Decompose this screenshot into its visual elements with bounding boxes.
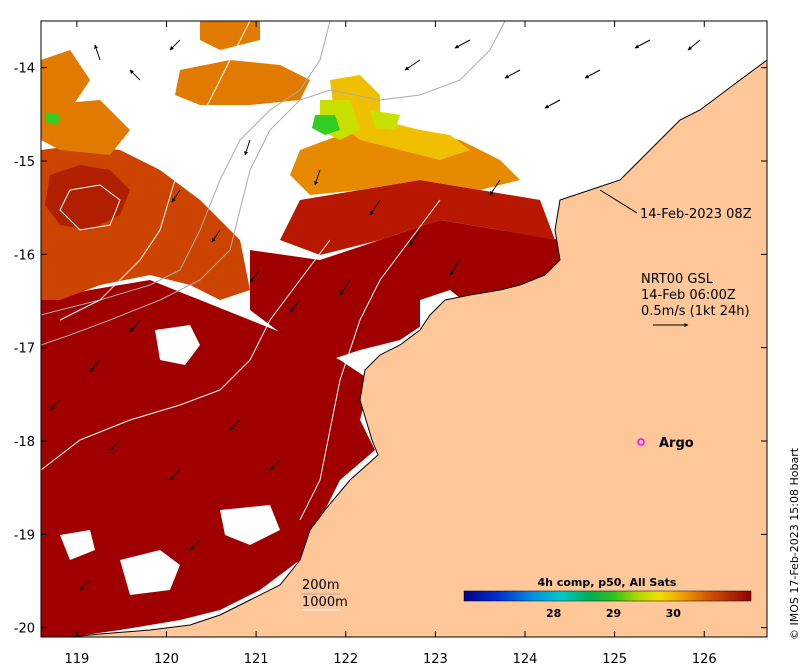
argo-label: Argo	[659, 436, 694, 451]
current-vectors	[49, 39, 701, 591]
lat-tick-label: -15	[14, 155, 35, 170]
land	[69, 59, 767, 637]
lon-tick-label: 119	[64, 652, 89, 667]
lon-tick-label: 120	[154, 652, 179, 667]
sst-field	[41, 21, 560, 637]
lat-tick-label: -14	[14, 62, 35, 77]
isobath-1000-label: 1000m	[302, 595, 348, 610]
isobath-200-label: 200m	[302, 578, 339, 593]
latitude-axis: -14 -15 -16 -17 -18 -19 -20	[14, 62, 767, 637]
isobaths	[41, 21, 506, 521]
lon-tick-label: 123	[423, 652, 448, 667]
lon-tick-label: 122	[333, 652, 358, 667]
lon-tick-label: 125	[602, 652, 627, 667]
lat-tick-label: -20	[14, 622, 35, 637]
lat-tick-label: -18	[14, 435, 35, 450]
colorbar-tick-label: 29	[606, 607, 621, 620]
lat-tick-label: -17	[14, 342, 35, 357]
argo-marker	[637, 438, 645, 446]
lon-tick-label: 121	[244, 652, 269, 667]
current-scale-label: 0.5m/s (1kt 24h)	[641, 304, 750, 319]
credit-text: © IMOS 17-Feb-2023 15:08 Hobart	[788, 447, 801, 640]
track-leader	[599, 189, 638, 214]
map-frame	[40, 20, 768, 638]
current-time-label: 14-Feb 06:00Z	[641, 288, 736, 303]
colorbar-title: 4h comp, p50, All Sats	[538, 576, 677, 589]
lon-tick-label: 124	[513, 652, 538, 667]
lon-tick-label: 126	[692, 652, 717, 667]
current-source-label: NRT00 GSL	[641, 272, 714, 287]
colorbar-tick-label: 28	[546, 607, 561, 620]
colorbar: 4h comp, p50, All Sats 28 29 30	[463, 576, 752, 620]
colorbar-gradient	[463, 590, 752, 602]
lat-tick-label: -19	[14, 528, 35, 543]
lat-tick-label: -16	[14, 248, 35, 263]
track-time-label: 14-Feb-2023 08Z	[640, 207, 752, 222]
colorbar-tick-label: 30	[666, 607, 682, 620]
longitude-axis: 119 120 121 122 123 124 125 126	[64, 21, 717, 667]
